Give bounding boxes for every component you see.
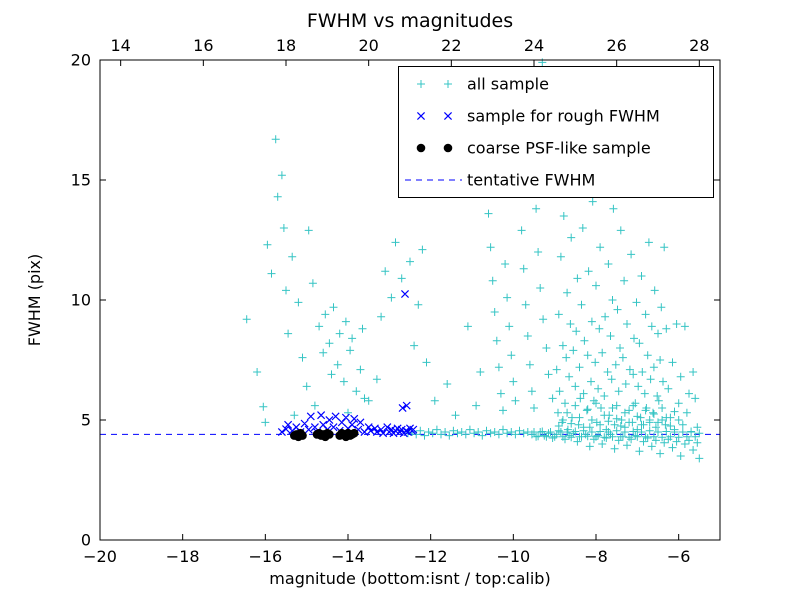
x-tick-label-bottom: −8 bbox=[584, 547, 608, 566]
circle-marker-icon bbox=[443, 143, 453, 153]
x-tick-label-top: 20 bbox=[358, 36, 378, 55]
legend-entry-sample-for-rough-fwhm: sample for rough FWHM bbox=[416, 107, 660, 126]
x-tick-label-bottom: −12 bbox=[414, 547, 448, 566]
series-coarse-psf-like-sample bbox=[290, 428, 359, 442]
x-tick-label-top: 16 bbox=[193, 36, 213, 55]
x-tick-label-bottom: −10 bbox=[496, 547, 530, 566]
y-tick-label: 10 bbox=[71, 291, 91, 310]
legend-label: tentative FWHM bbox=[467, 171, 595, 190]
plus-marker-icon bbox=[417, 80, 452, 88]
scatter-point bbox=[298, 431, 307, 440]
y-tick-label: 5 bbox=[81, 411, 91, 430]
x-tick-label-bottom: −14 bbox=[331, 547, 365, 566]
x-tick-label-top: 28 bbox=[689, 36, 709, 55]
legend-entry-all-sample: all sample bbox=[417, 75, 549, 94]
y-axis-label: FWHM (pix) bbox=[25, 254, 44, 347]
x-tick-label-bottom: −18 bbox=[166, 547, 200, 566]
scatter-point bbox=[325, 430, 334, 439]
scatter-point bbox=[349, 428, 359, 438]
legend-entry-coarse-psf-like-sample: coarse PSF-like sample bbox=[416, 139, 651, 158]
y-tick-label: 15 bbox=[71, 171, 91, 190]
y-tick-label: 20 bbox=[71, 51, 91, 70]
chart-title: FWHM vs magnitudes bbox=[307, 10, 513, 32]
axis-tick-labels: −20 −18 −16 −14 −12 −10 −8 −6 14 16 18 20 22 24 26 28 0 5… bbox=[71, 36, 710, 566]
x-tick-label-bottom: −6 bbox=[667, 547, 691, 566]
legend: all sample sample for rough FWHM coarse PS… bbox=[398, 66, 714, 198]
legend-box bbox=[398, 66, 714, 198]
legend-label: coarse PSF-like sample bbox=[467, 139, 651, 158]
circle-marker-icon bbox=[416, 143, 426, 153]
x-axis-label: magnitude (bottom:isnt / top:calib) bbox=[269, 569, 550, 588]
x-tick-label-bottom: −20 bbox=[83, 547, 117, 566]
x-tick-label-top: 22 bbox=[441, 36, 461, 55]
x-tick-label-bottom: −16 bbox=[248, 547, 282, 566]
x-tick-label-top: 14 bbox=[110, 36, 130, 55]
axis-ticks bbox=[99, 59, 720, 541]
y-tick-label: 0 bbox=[81, 531, 91, 550]
legend-label: all sample bbox=[467, 75, 549, 94]
legend-entry-tentative-fwhm: tentative FWHM bbox=[405, 171, 595, 190]
x-tick-label-top: 24 bbox=[524, 36, 544, 55]
x-tick-label-top: 26 bbox=[606, 36, 626, 55]
x-tick-label-top: 18 bbox=[276, 36, 296, 55]
legend-label: sample for rough FWHM bbox=[467, 107, 660, 126]
x-marker-icon bbox=[416, 111, 453, 121]
